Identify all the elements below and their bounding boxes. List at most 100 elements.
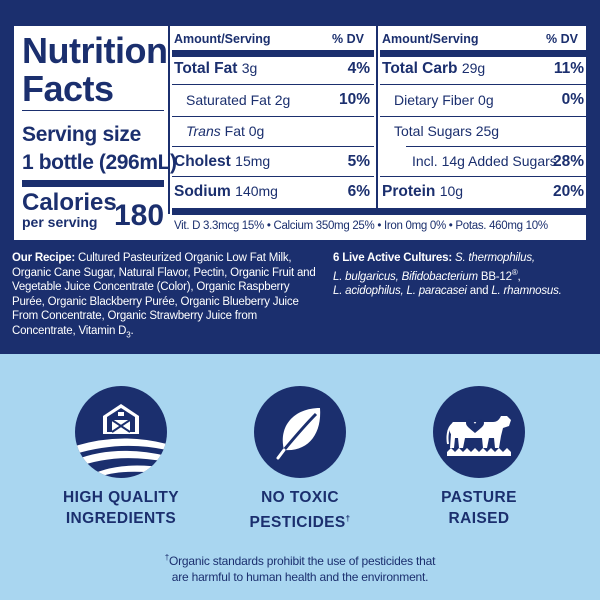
- culture-line-3b: and: [469, 285, 489, 298]
- vitamins-line: Vit. D 3.3mcg 15% • Calcium 350mg 25% • …: [174, 220, 548, 232]
- recipe-heading: Our Recipe:: [12, 252, 75, 264]
- culture-line-2b: BB-12: [480, 270, 512, 283]
- trans-fat-name: Fat: [224, 123, 245, 139]
- nutrition-facts-panel: Nutrition Facts Serving size 1 bottle (2…: [12, 24, 588, 242]
- badge-2-line-2-wrap: PESTICIDES†: [210, 508, 390, 533]
- calories-label: Calories: [22, 189, 117, 216]
- badge-label-pasture: PASTURE RAISED: [389, 487, 569, 529]
- fiber-amount: 0g: [478, 92, 494, 108]
- cholest-dv: 5%: [347, 153, 370, 170]
- sodium-dv: 6%: [347, 183, 370, 200]
- row-trans-fat: Trans Fat 0g: [186, 123, 264, 139]
- dagger-mark: †: [345, 514, 351, 523]
- row-added-sugars: Incl. 14g Added Sugars: [412, 153, 557, 169]
- header-rule-right: [380, 50, 586, 57]
- barn-field-icon: [75, 386, 167, 478]
- row-saturated-fat: Saturated Fat 2g: [186, 92, 290, 108]
- row-total-carb: Total Carb 29g: [382, 60, 485, 78]
- protein-dv: 20%: [552, 183, 584, 200]
- added-sugars-name: Incl. 14g Added Sugars: [412, 153, 557, 169]
- header-amount-right: Amount/Serving: [382, 32, 479, 46]
- culture-line-2a: L. bulgaricus, Bifidobacterium: [333, 270, 478, 283]
- badge-1-line-2: INGREDIENTS: [65, 510, 177, 527]
- rule-left-2: [172, 116, 374, 117]
- total-fat-amount: 3g: [241, 60, 258, 76]
- total-fat-dv: 4%: [347, 60, 370, 77]
- badge-2-line-2: PESTICIDES: [249, 514, 346, 532]
- protein-name: Protein: [382, 183, 436, 200]
- divider-mid: [376, 26, 378, 214]
- sugars-amount: 25g: [475, 123, 500, 139]
- cholest-amount: 15mg: [235, 153, 271, 169]
- fiber-name: Dietary Fiber: [394, 92, 475, 108]
- serving-size-label: Serving size: [22, 123, 141, 146]
- serving-size-value: 1 bottle (296mL): [22, 151, 177, 174]
- row-dietary-fiber: Dietary Fiber 0g: [394, 92, 494, 108]
- rule-right-4: [380, 176, 586, 177]
- row-protein: Protein 10g: [382, 183, 463, 201]
- vitamin-rule: [172, 208, 586, 215]
- recipe-body: Cultured Pasteurized Organic Low Fat Mil…: [12, 252, 316, 337]
- footnote-line-2: are harmful to human health and the envi…: [171, 570, 429, 584]
- vitamin-subscript: 3: [126, 330, 131, 340]
- total-carb-dv: 11%: [553, 60, 584, 77]
- title-rule: [22, 110, 164, 111]
- leaf-icon: [254, 386, 346, 478]
- row-cholesterol: Cholest 15mg: [174, 153, 270, 171]
- header-rule-left: [172, 50, 374, 57]
- footnote: †Organic standards prohibit the use of p…: [100, 550, 500, 585]
- badge-label-ingredients: HIGH QUALITY INGREDIENTS: [31, 487, 211, 529]
- fiber-dv: 0%: [561, 91, 584, 108]
- rule-left-1: [172, 84, 374, 85]
- protein-amount: 10g: [439, 183, 464, 199]
- added-sugars-dv: 28%: [552, 153, 584, 170]
- culture-line-1: S. thermophilus,: [454, 252, 535, 264]
- culture-line-2c: ,: [517, 270, 521, 283]
- row-total-fat: Total Fat 3g: [174, 60, 257, 78]
- saturated-fat-dv: 10%: [338, 91, 370, 108]
- title-line-1: Nutrition: [22, 30, 168, 71]
- calories-value: 180: [114, 199, 165, 232]
- footnote-line-1: Organic standards prohibit the use of pe…: [169, 554, 436, 568]
- rule-left-3: [172, 146, 374, 147]
- saturated-fat-amount: 2g: [274, 92, 291, 108]
- divider-left: [168, 26, 170, 214]
- sodium-amount: 140mg: [235, 183, 278, 199]
- badge-2-line-1: NO TOXIC: [261, 489, 339, 506]
- footnote-dagger: †: [164, 553, 169, 562]
- title-line-2: Facts: [22, 68, 114, 109]
- nutrition-facts-title: Nutrition Facts: [22, 30, 168, 109]
- cultures-text: 6 Live Active Cultures: S. thermophilus,…: [333, 251, 593, 299]
- serving-rule: [22, 180, 164, 187]
- header-dv-right: % DV: [546, 32, 578, 46]
- rule-right-2: [380, 116, 586, 117]
- badge-label-pesticides: NO TOXIC PESTICIDES†: [210, 487, 390, 533]
- rule-right-3: [406, 146, 586, 147]
- row-sodium: Sodium 140mg: [174, 183, 278, 201]
- trans-italic: Trans: [186, 123, 221, 139]
- total-carb-amount: 29g: [461, 60, 486, 76]
- cultures-heading: 6 Live Active Cultures:: [333, 252, 452, 264]
- cholest-name: Cholest: [174, 153, 231, 170]
- header-dv-left: % DV: [332, 32, 364, 46]
- sugars-name: Total Sugars: [394, 123, 472, 139]
- sodium-name: Sodium: [174, 183, 231, 200]
- rule-right-1: [380, 84, 586, 85]
- header-amount-left: Amount/Serving: [174, 32, 271, 46]
- badge-3-line-1: PASTURE: [441, 489, 517, 506]
- saturated-fat-name: Saturated Fat: [186, 92, 271, 108]
- total-carb-name: Total Carb: [382, 60, 458, 77]
- registered-mark: ®: [511, 267, 518, 277]
- footnote-line-1-wrap: †Organic standards prohibit the use of p…: [100, 550, 500, 569]
- culture-line-3c: L. rhamnosus.: [491, 285, 562, 298]
- calories-sub: per serving: [22, 214, 98, 230]
- row-total-sugars: Total Sugars 25g: [394, 123, 499, 139]
- recipe-text: Our Recipe: Cultured Pasteurized Organic…: [12, 251, 322, 343]
- cow-heart-icon: [433, 386, 525, 478]
- badge-3-line-2: RAISED: [448, 510, 510, 527]
- badge-1-line-1: HIGH QUALITY: [63, 489, 179, 506]
- culture-line-3a: L. acidophilus, L. paracasei: [333, 285, 467, 298]
- rule-left-4: [172, 176, 374, 177]
- trans-fat-amount: 0g: [248, 123, 265, 139]
- total-fat-name: Total Fat: [174, 60, 238, 77]
